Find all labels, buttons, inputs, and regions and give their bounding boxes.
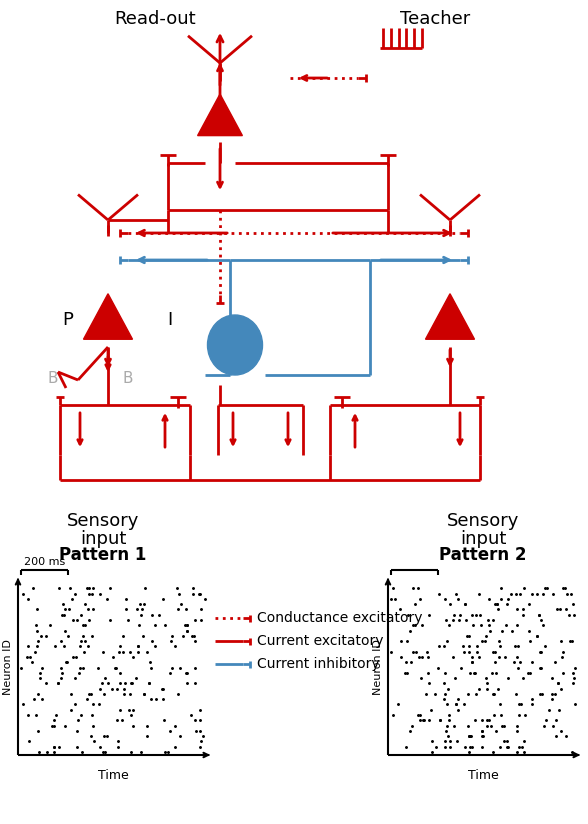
- Text: Neuron ID: Neuron ID: [373, 639, 383, 695]
- Text: B: B: [123, 371, 133, 386]
- Text: Conductance excitatory: Conductance excitatory: [257, 611, 423, 625]
- Polygon shape: [83, 293, 132, 339]
- Text: Sensory: Sensory: [67, 512, 139, 530]
- Text: Time: Time: [98, 769, 128, 782]
- Text: Read-out: Read-out: [114, 10, 196, 28]
- Text: Time: Time: [467, 769, 499, 782]
- Text: 200 ms: 200 ms: [24, 557, 65, 567]
- Text: input: input: [80, 530, 126, 548]
- Text: Current excitatory: Current excitatory: [257, 634, 383, 648]
- Text: input: input: [460, 530, 506, 548]
- Text: Pattern 2: Pattern 2: [439, 546, 527, 564]
- Text: Sensory: Sensory: [447, 512, 519, 530]
- Text: Teacher: Teacher: [400, 10, 470, 28]
- Polygon shape: [198, 94, 242, 136]
- Text: P: P: [62, 311, 74, 329]
- Text: B: B: [48, 371, 58, 386]
- Text: Current inhibitory: Current inhibitory: [257, 657, 380, 671]
- Text: Pattern 1: Pattern 1: [59, 546, 146, 564]
- Ellipse shape: [208, 315, 262, 375]
- Text: I: I: [168, 311, 173, 329]
- Polygon shape: [426, 293, 475, 339]
- Text: Neuron ID: Neuron ID: [3, 639, 13, 695]
